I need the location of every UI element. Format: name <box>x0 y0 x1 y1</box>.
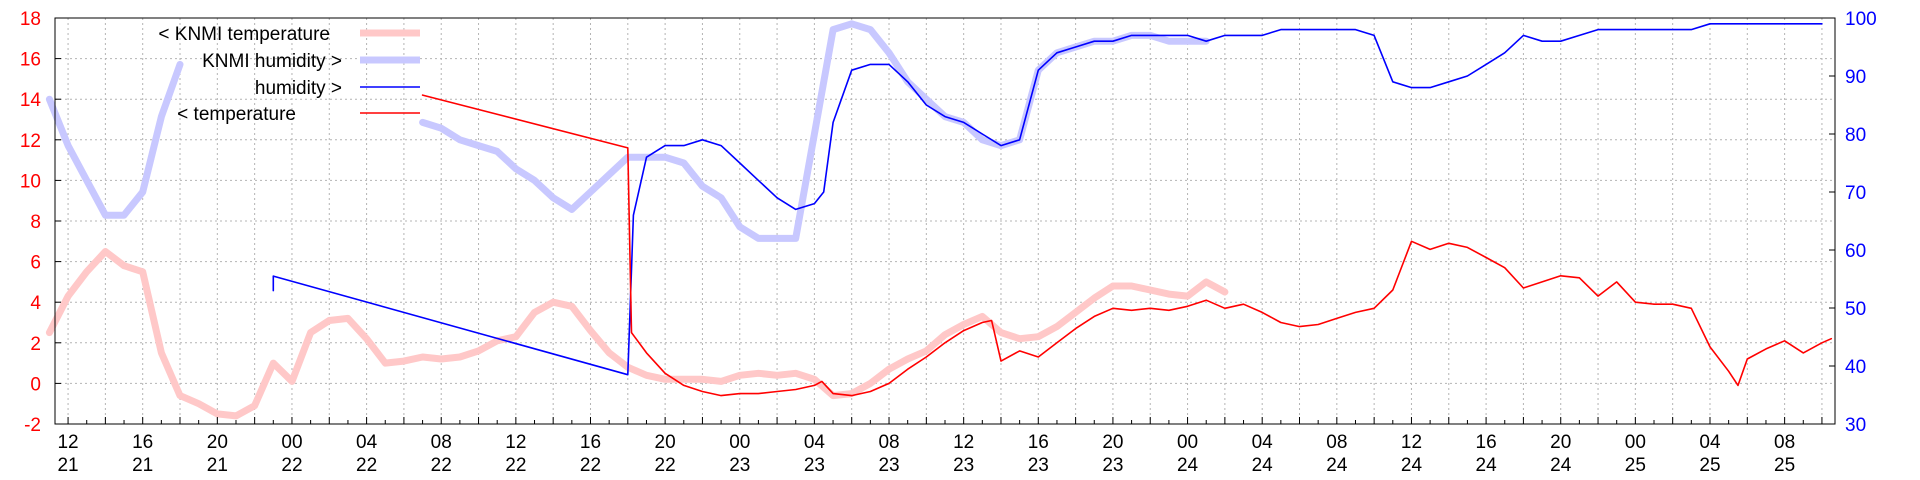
right-tick-label: 60 <box>1845 241 1866 262</box>
x-tick-label-time: 00 <box>1625 432 1646 453</box>
left-tick-label: 0 <box>30 374 41 395</box>
x-tick-label-time: 20 <box>1102 432 1123 453</box>
x-tick-label-time: 04 <box>356 432 378 453</box>
x-tick-label-day: 22 <box>580 455 601 476</box>
x-tick-label-day: 25 <box>1699 455 1720 476</box>
x-tick-label-day: 21 <box>207 455 228 476</box>
x-tick-label-day: 23 <box>953 455 974 476</box>
left-tick-label: 4 <box>30 293 41 314</box>
left-tick-label: 10 <box>20 171 41 192</box>
x-tick-label-time: 12 <box>57 432 78 453</box>
x-tick-label-day: 22 <box>281 455 302 476</box>
series-line-3 <box>421 94 1833 397</box>
series-line-0 <box>45 248 1229 420</box>
x-tick-label-day: 24 <box>1550 455 1572 476</box>
x-tick-label-time: 00 <box>1177 432 1198 453</box>
x-tick-label-day: 24 <box>1476 455 1498 476</box>
x-tick-label-day: 24 <box>1401 455 1423 476</box>
x-tick-label-time: 04 <box>1252 432 1274 453</box>
legend-label: < temperature <box>177 104 296 125</box>
x-tick-label-day: 24 <box>1326 455 1348 476</box>
left-tick-label: 14 <box>20 90 42 111</box>
series-line-2 <box>272 23 1823 376</box>
legend-label: < KNMI temperature <box>158 24 330 45</box>
x-tick-label-day: 24 <box>1252 455 1274 476</box>
x-tick-label-time: 08 <box>1326 432 1347 453</box>
left-tick-label: 6 <box>30 253 41 274</box>
x-tick-label-time: 16 <box>1028 432 1049 453</box>
x-tick-label-time: 08 <box>878 432 899 453</box>
right-tick-label: 100 <box>1845 9 1877 30</box>
x-tick-label-time: 04 <box>1699 432 1721 453</box>
left-tick-label: 8 <box>30 212 41 233</box>
left-tick-label: -2 <box>24 415 41 436</box>
right-tick-label: 50 <box>1845 299 1866 320</box>
x-tick-label-time: 04 <box>804 432 826 453</box>
right-tick-label: 90 <box>1845 67 1866 88</box>
left-tick-label: 16 <box>20 50 41 71</box>
x-tick-label-time: 00 <box>281 432 302 453</box>
x-tick-label-day: 22 <box>431 455 452 476</box>
left-tick-label: 18 <box>20 9 41 30</box>
grid <box>55 17 1835 425</box>
series-line-1 <box>45 60 184 219</box>
left-tick-label: 12 <box>20 131 41 152</box>
x-tick-label-time: 20 <box>655 432 676 453</box>
series-lines <box>45 20 1833 420</box>
x-tick-label-time: 12 <box>953 432 974 453</box>
x-tick-label-time: 12 <box>1401 432 1422 453</box>
x-tick-label-time: 20 <box>207 432 228 453</box>
right-tick-label: 30 <box>1845 415 1866 436</box>
x-tick-label-day: 22 <box>356 455 377 476</box>
right-tick-label: 80 <box>1845 125 1866 146</box>
x-tick-label-day: 21 <box>57 455 78 476</box>
x-tick-label-day: 21 <box>132 455 153 476</box>
x-tick-label-day: 23 <box>1102 455 1123 476</box>
x-tick-label-time: 16 <box>1476 432 1497 453</box>
x-tick-label-day: 24 <box>1177 455 1199 476</box>
x-tick-label-time: 20 <box>1550 432 1571 453</box>
legend: < KNMI temperature KNMI humidity > humidit… <box>158 24 420 125</box>
x-tick-label-day: 23 <box>729 455 750 476</box>
x-tick-label-day: 25 <box>1625 455 1646 476</box>
x-tick-label-time: 16 <box>132 432 153 453</box>
x-tick-label-time: 00 <box>729 432 750 453</box>
x-tick-label-day: 22 <box>505 455 526 476</box>
right-tick-label: 40 <box>1845 357 1866 378</box>
legend-label: humidity > <box>255 78 342 99</box>
x-tick-label-time: 08 <box>1774 432 1795 453</box>
x-tick-label-day: 22 <box>655 455 676 476</box>
x-tick-label-time: 08 <box>431 432 452 453</box>
legend-label: KNMI humidity > <box>202 51 342 72</box>
x-tick-label-time: 12 <box>505 432 526 453</box>
left-tick-label: 2 <box>30 334 41 355</box>
axes: -202468101214161830405060708090100122116… <box>20 9 1877 476</box>
x-tick-label-day: 23 <box>804 455 825 476</box>
x-tick-label-day: 23 <box>1028 455 1049 476</box>
x-tick-label-day: 23 <box>878 455 899 476</box>
x-tick-label-day: 25 <box>1774 455 1795 476</box>
right-tick-label: 70 <box>1845 183 1866 204</box>
x-tick-label-time: 16 <box>580 432 601 453</box>
